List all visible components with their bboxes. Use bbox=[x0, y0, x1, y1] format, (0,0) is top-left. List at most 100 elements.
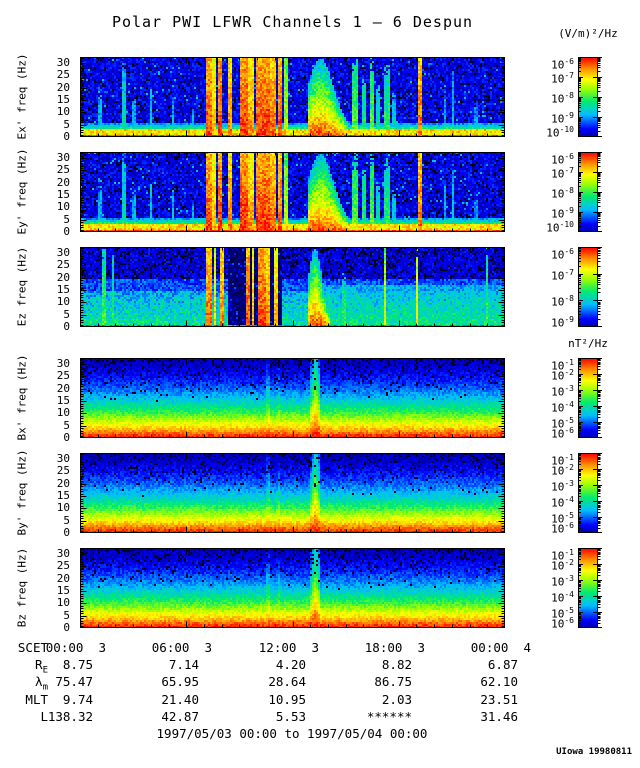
colorbar-tick-exponent: -9 bbox=[564, 315, 574, 324]
colorbar-tick-base: 10 bbox=[551, 153, 565, 167]
magnetic-unit-label: nT²/Hz bbox=[568, 337, 608, 350]
colorbar-tick-base: 10 bbox=[551, 559, 565, 573]
eph-value-1-3: 8.82 bbox=[381, 657, 412, 672]
eph-row-label-text: R bbox=[35, 657, 43, 672]
colorbar-tick-ex-1: 10-7 bbox=[528, 69, 574, 86]
eph-value-0-2: 12:00 3 bbox=[258, 640, 319, 655]
colorbar-tick-base: 10 bbox=[551, 92, 565, 106]
freq-tick-ez-0: 0 bbox=[63, 320, 70, 333]
colorbar-tick-base: 10 bbox=[551, 575, 565, 589]
freq-tick-bz-25: 25 bbox=[56, 559, 70, 573]
eph-value-2-0: 75.47 bbox=[55, 674, 93, 689]
freq-tick-ey-5: 5 bbox=[63, 212, 70, 226]
colorbar-ez bbox=[578, 247, 604, 327]
freq-tick-by-5: 5 bbox=[63, 513, 70, 527]
colorbar-tick-base: 10 bbox=[551, 401, 565, 415]
colorbar-tick-by-1: 10-2 bbox=[528, 461, 574, 478]
colorbar-tick-exponent: -2 bbox=[564, 558, 574, 567]
colorbar-tick-base: 10 bbox=[551, 369, 565, 383]
freq-tick-bx-10: 10 bbox=[56, 406, 70, 420]
freq-tick-by-15: 15 bbox=[56, 489, 70, 503]
colorbar-tick-base: 10 bbox=[551, 295, 565, 309]
colorbar-tick-base: 10 bbox=[551, 316, 565, 330]
colorbar-tick-base: 10 bbox=[551, 522, 565, 536]
credit-label: UIowa 19980811 bbox=[556, 747, 632, 757]
ylabel-ex: Ex' freq (Hz) bbox=[15, 53, 29, 140]
colorbar-tick-exponent: -7 bbox=[564, 71, 574, 80]
eph-value-0-3: 18:00 3 bbox=[364, 640, 425, 655]
ylabel-bx: Bx' freq (Hz) bbox=[15, 354, 29, 441]
eph-row-label-subscript: E bbox=[42, 665, 48, 676]
colorbar-tick-base: 10 bbox=[551, 617, 565, 631]
freq-tick-bx-15: 15 bbox=[56, 394, 70, 408]
colorbar-tick-ez-0: 10-6 bbox=[528, 245, 574, 262]
colorbar-tick-bz-1: 10-2 bbox=[528, 556, 574, 573]
colorbar-tick-base: 10 bbox=[551, 454, 565, 468]
freq-tick-bx-5: 5 bbox=[63, 418, 70, 432]
colorbar-tick-bx-2: 10-3 bbox=[528, 382, 574, 399]
colorbar-tick-exponent: -4 bbox=[564, 590, 574, 599]
eph-value-3-3: 2.03 bbox=[381, 692, 412, 707]
colorbar-tick-base: 10 bbox=[551, 464, 565, 478]
eph-value-2-1: 65.95 bbox=[161, 674, 199, 689]
colorbar-tick-exponent: -6 bbox=[564, 247, 574, 256]
colorbar-tick-exponent: -9 bbox=[564, 206, 574, 215]
colorbar-tick-base: 10 bbox=[546, 126, 560, 140]
colorbar-tick-bz-4: 10-5 bbox=[528, 604, 574, 621]
freq-tick-ez-20: 20 bbox=[56, 270, 70, 284]
colorbar-tick-exponent: -1 bbox=[564, 358, 574, 367]
colorbar-tick-bz-2: 10-3 bbox=[528, 572, 574, 589]
colorbar-tick-ey-1: 10-7 bbox=[528, 164, 574, 181]
colorbar-tick-exponent: -7 bbox=[564, 166, 574, 175]
eph-row-label-scet: SCET bbox=[2, 640, 48, 659]
freq-tick-ez-10: 10 bbox=[56, 295, 70, 309]
freq-tick-bz-10: 10 bbox=[56, 596, 70, 610]
colorbar-tick-base: 10 bbox=[551, 427, 565, 441]
electric-unit-label: (V/m)²/Hz bbox=[558, 27, 618, 40]
colorbar-tick-base: 10 bbox=[551, 591, 565, 605]
eph-value-4-1: 42.87 bbox=[161, 709, 199, 724]
freq-tick-by-30: 30 bbox=[56, 452, 70, 466]
colorbar-tick-base: 10 bbox=[551, 417, 565, 431]
colorbar-tick-base: 10 bbox=[551, 167, 565, 181]
colorbar-tick-ey-0: 10-6 bbox=[528, 150, 574, 167]
colorbar-tick-base: 10 bbox=[551, 187, 565, 201]
colorbar-tick-exponent: -3 bbox=[564, 384, 574, 393]
colorbar-tick-exponent: -6 bbox=[564, 57, 574, 66]
colorbar-tick-by-0: 10-1 bbox=[528, 451, 574, 468]
eph-value-2-2: 28.64 bbox=[268, 674, 306, 689]
colorbar-tick-base: 10 bbox=[551, 359, 565, 373]
eph-row-label-r: RE bbox=[2, 657, 48, 676]
colorbar-tick-bx-3: 10-4 bbox=[528, 398, 574, 415]
colorbar-tick-base: 10 bbox=[551, 112, 565, 126]
freq-tick-ez-5: 5 bbox=[63, 307, 70, 321]
colorbar-tick-exponent: -2 bbox=[564, 368, 574, 377]
freq-tick-ex-25: 25 bbox=[56, 68, 70, 82]
eph-row-label-subscript: m bbox=[42, 682, 48, 693]
ylabel-ez: Ez freq (Hz) bbox=[15, 246, 29, 327]
colorbar-tick-ez-3: 10-9 bbox=[528, 313, 574, 330]
colorbar-tick-ey-4: 10-10 bbox=[528, 218, 574, 235]
eph-row-label-l: L bbox=[2, 709, 48, 728]
colorbar-tick-ey-2: 10-8 bbox=[528, 184, 574, 201]
colorbar-tick-base: 10 bbox=[551, 549, 565, 563]
colorbar-tick-exponent: -6 bbox=[564, 521, 574, 530]
colorbar-tick-exponent: -5 bbox=[564, 511, 574, 520]
eph-value-0-0: 00:00 3 bbox=[45, 640, 106, 655]
eph-value-0-1: 06:00 3 bbox=[151, 640, 212, 655]
eph-value-1-0: 8.75 bbox=[62, 657, 93, 672]
eph-row-label-text: SCET bbox=[17, 640, 48, 655]
colorbar-tick-exponent: -10 bbox=[559, 125, 574, 134]
eph-value-1-4: 6.87 bbox=[487, 657, 518, 672]
ylabel-by: By' freq (Hz) bbox=[15, 449, 29, 536]
colorbar-tick-exponent: -1 bbox=[564, 548, 574, 557]
spectrogram-canvas-bz bbox=[80, 548, 505, 628]
colorbar-tick-ex-0: 10-6 bbox=[528, 55, 574, 72]
date-range-label: 1997/05/03 00:00 to 1997/05/04 00:00 bbox=[156, 726, 428, 741]
eph-value-4-4: 31.46 bbox=[480, 709, 518, 724]
colorbar-tick-base: 10 bbox=[551, 58, 565, 72]
eph-row-label-text: λ bbox=[35, 674, 43, 689]
colorbar-tick-ey-3: 10-9 bbox=[528, 204, 574, 221]
eph-value-2-3: 86.75 bbox=[374, 674, 412, 689]
colorbar-tick-bz-5: 10-6 bbox=[528, 614, 574, 631]
